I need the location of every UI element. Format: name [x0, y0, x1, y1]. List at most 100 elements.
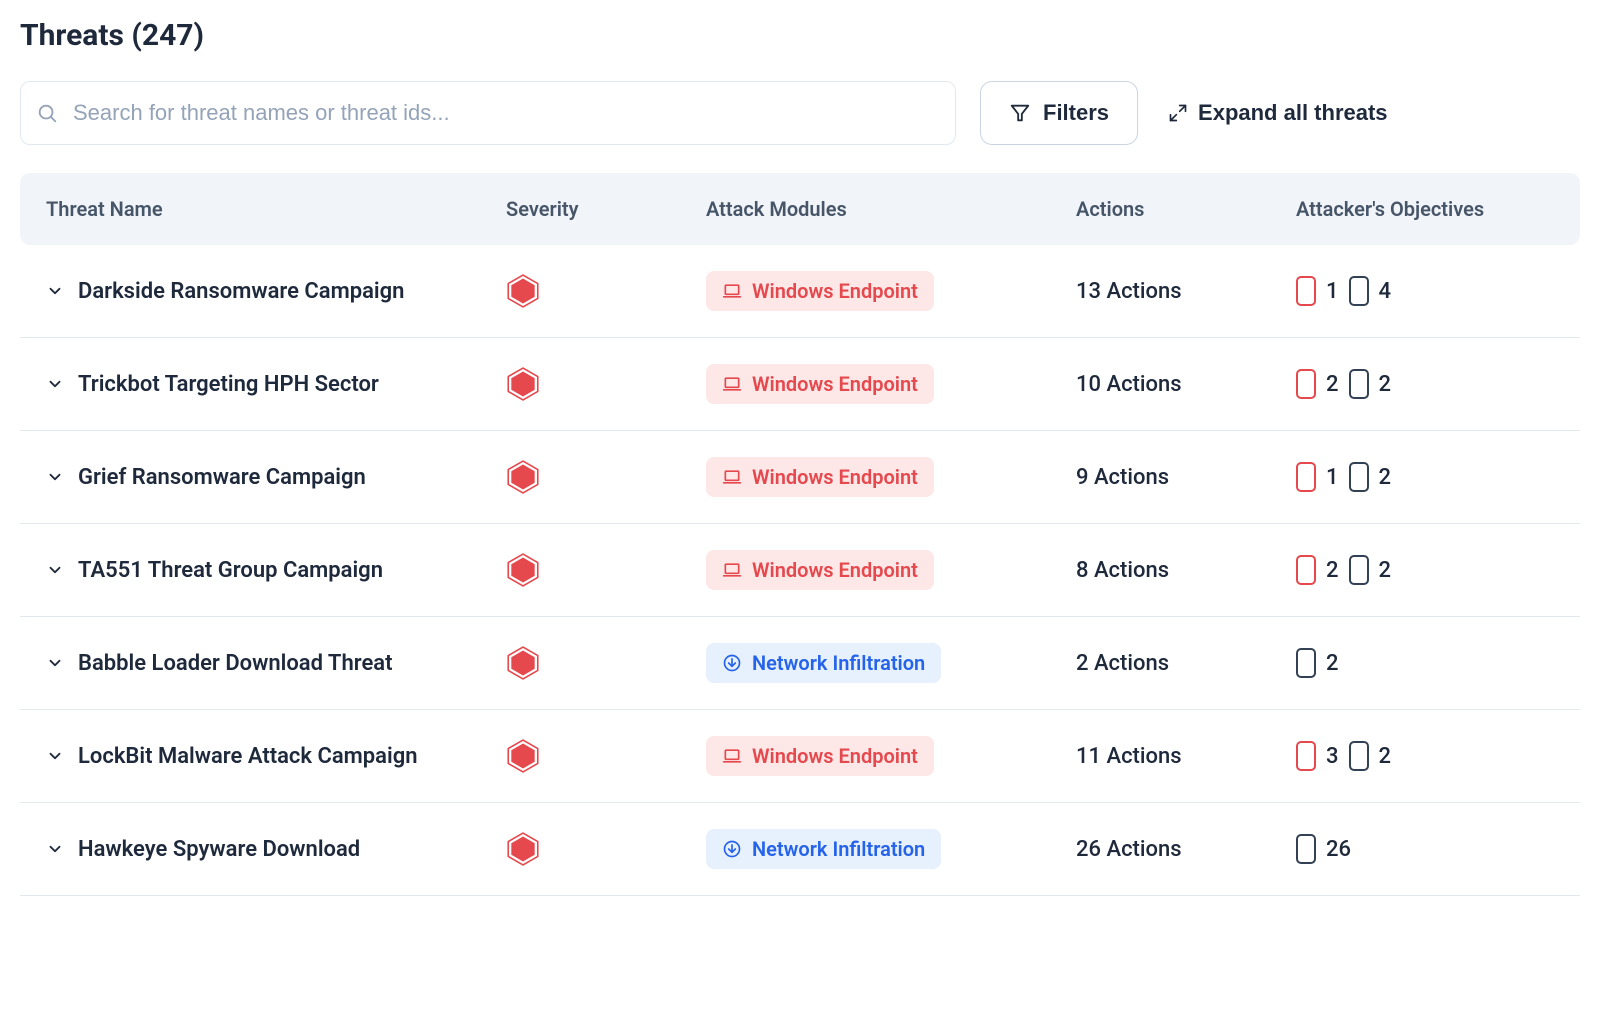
chevron-down-icon[interactable]: [46, 840, 64, 858]
threat-name: Darkside Ransomware Campaign: [78, 279, 404, 304]
table-row[interactable]: Hawkeye Spyware Download Network Infiltra…: [20, 803, 1580, 896]
objective-indicator: [1349, 741, 1369, 771]
severity-critical-icon: [506, 832, 540, 866]
objective-indicator: [1296, 276, 1316, 306]
actions-cell: 26 Actions: [1076, 837, 1296, 862]
col-severity[interactable]: Severity: [506, 197, 706, 221]
objective-indicator: [1296, 369, 1316, 399]
col-actions[interactable]: Actions: [1076, 197, 1296, 221]
col-objectives[interactable]: Attacker's Objectives: [1296, 197, 1554, 221]
objective-indicator: [1296, 648, 1316, 678]
threat-name-cell: LockBit Malware Attack Campaign: [46, 744, 506, 769]
table-body: Darkside Ransomware Campaign Windows Endp…: [20, 245, 1580, 896]
col-modules[interactable]: Attack Modules: [706, 197, 1076, 221]
threat-name-cell: Darkside Ransomware Campaign: [46, 279, 506, 304]
severity-cell: [506, 739, 706, 773]
expand-label: Expand all threats: [1198, 100, 1388, 126]
threat-name: TA551 Threat Group Campaign: [78, 558, 383, 583]
threat-name-cell: Trickbot Targeting HPH Sector: [46, 372, 506, 397]
objective-indicator: [1296, 462, 1316, 492]
objective-indicator: [1296, 555, 1316, 585]
threat-name-cell: Grief Ransomware Campaign: [46, 465, 506, 490]
search-input[interactable]: [20, 81, 956, 145]
chevron-down-icon[interactable]: [46, 375, 64, 393]
severity-cell: [506, 460, 706, 494]
threat-name-cell: TA551 Threat Group Campaign: [46, 558, 506, 583]
filters-button[interactable]: Filters: [980, 81, 1138, 145]
objective-count: 2: [1379, 465, 1392, 490]
objective-indicator: [1349, 462, 1369, 492]
objective-count: 2: [1379, 372, 1392, 397]
objective-indicator: [1296, 834, 1316, 864]
severity-cell: [506, 367, 706, 401]
actions-cell: 2 Actions: [1076, 651, 1296, 676]
objective-indicator: [1349, 555, 1369, 585]
module-badge: Windows Endpoint: [706, 736, 934, 776]
threat-name: Grief Ransomware Campaign: [78, 465, 366, 490]
objectives-cell: 22: [1296, 369, 1554, 399]
expand-all-button[interactable]: Expand all threats: [1162, 100, 1394, 126]
module-label: Windows Endpoint: [752, 744, 918, 768]
chevron-down-icon[interactable]: [46, 747, 64, 765]
table-row[interactable]: LockBit Malware Attack Campaign Windows E…: [20, 710, 1580, 803]
severity-critical-icon: [506, 646, 540, 680]
col-threat-name[interactable]: Threat Name: [46, 197, 506, 221]
threats-table: Threat Name Severity Attack Modules Acti…: [20, 173, 1580, 896]
chevron-down-icon[interactable]: [46, 561, 64, 579]
actions-cell: 8 Actions: [1076, 558, 1296, 583]
actions-cell: 9 Actions: [1076, 465, 1296, 490]
module-label: Network Infiltration: [752, 651, 925, 675]
objective-count: 26: [1326, 837, 1351, 862]
severity-cell: [506, 553, 706, 587]
module-badge: Windows Endpoint: [706, 457, 934, 497]
table-row[interactable]: Trickbot Targeting HPH Sector Windows End…: [20, 338, 1580, 431]
severity-critical-icon: [506, 553, 540, 587]
table-row[interactable]: Babble Loader Download Threat Network Inf…: [20, 617, 1580, 710]
objectives-cell: 14: [1296, 276, 1554, 306]
objective-count: 2: [1379, 744, 1392, 769]
threat-name: Hawkeye Spyware Download: [78, 837, 360, 862]
objective-indicator: [1349, 369, 1369, 399]
module-label: Windows Endpoint: [752, 558, 918, 582]
filter-icon: [1009, 102, 1031, 124]
table-header: Threat Name Severity Attack Modules Acti…: [20, 173, 1580, 245]
module-label: Windows Endpoint: [752, 279, 918, 303]
severity-critical-icon: [506, 460, 540, 494]
objective-count: 4: [1379, 279, 1392, 304]
objective-indicator: [1296, 741, 1316, 771]
module-badge: Network Infiltration: [706, 643, 941, 683]
module-badge: Windows Endpoint: [706, 271, 934, 311]
module-cell: Windows Endpoint: [706, 550, 1076, 590]
severity-cell: [506, 646, 706, 680]
severity-cell: [506, 832, 706, 866]
chevron-down-icon[interactable]: [46, 654, 64, 672]
actions-cell: 13 Actions: [1076, 279, 1296, 304]
objective-count: 1: [1326, 465, 1339, 490]
module-cell: Network Infiltration: [706, 829, 1076, 869]
objective-count: 2: [1379, 558, 1392, 583]
threat-name-cell: Hawkeye Spyware Download: [46, 837, 506, 862]
objectives-cell: 22: [1296, 555, 1554, 585]
table-row[interactable]: Grief Ransomware Campaign Windows Endpoin…: [20, 431, 1580, 524]
actions-cell: 11 Actions: [1076, 744, 1296, 769]
chevron-down-icon[interactable]: [46, 282, 64, 300]
module-label: Windows Endpoint: [752, 465, 918, 489]
chevron-down-icon[interactable]: [46, 468, 64, 486]
module-cell: Network Infiltration: [706, 643, 1076, 683]
objective-count: 2: [1326, 651, 1339, 676]
actions-cell: 10 Actions: [1076, 372, 1296, 397]
module-cell: Windows Endpoint: [706, 364, 1076, 404]
objective-count: 2: [1326, 372, 1339, 397]
threat-name: Babble Loader Download Threat: [78, 651, 392, 676]
objective-indicator: [1349, 276, 1369, 306]
expand-icon: [1168, 103, 1188, 123]
toolbar: Filters Expand all threats: [20, 81, 1580, 145]
module-label: Network Infiltration: [752, 837, 925, 861]
module-cell: Windows Endpoint: [706, 457, 1076, 497]
severity-critical-icon: [506, 274, 540, 308]
table-row[interactable]: Darkside Ransomware Campaign Windows Endp…: [20, 245, 1580, 338]
severity-critical-icon: [506, 739, 540, 773]
table-row[interactable]: TA551 Threat Group Campaign Windows Endpo…: [20, 524, 1580, 617]
objective-count: 3: [1326, 744, 1339, 769]
module-badge: Windows Endpoint: [706, 550, 934, 590]
